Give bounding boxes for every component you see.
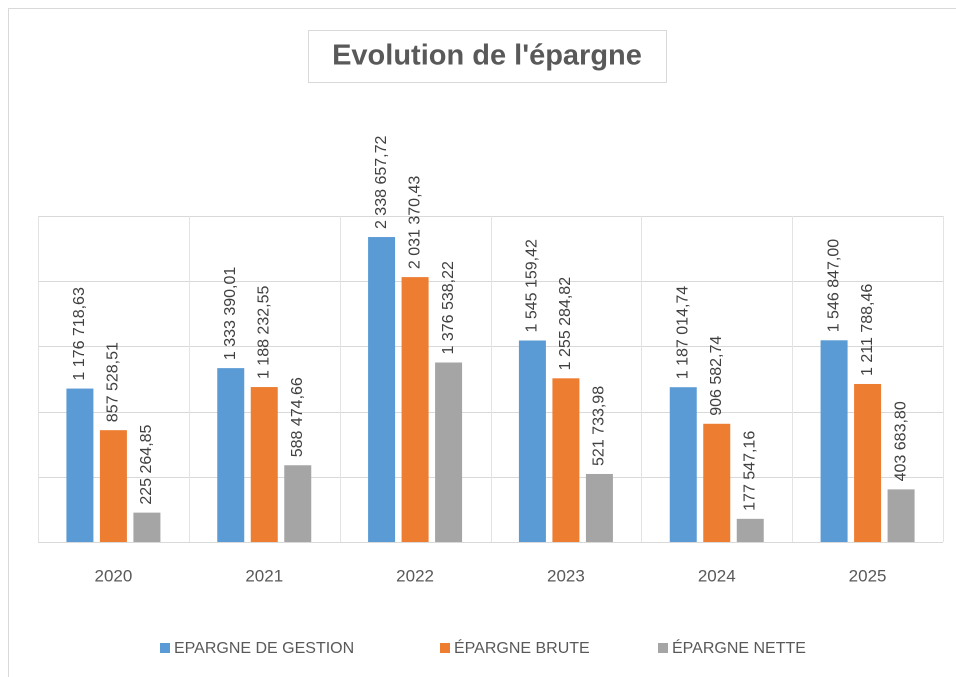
value-label: 1 176 718,63 <box>71 287 88 381</box>
x-tick-label: 2024 <box>698 566 736 585</box>
legend-label: EPARGNE DE GESTION <box>174 640 354 657</box>
legend-swatch <box>160 643 170 653</box>
value-label: 2 338 657,72 <box>373 136 390 230</box>
legend-label: ÉPARGNE BRUTE <box>454 638 590 657</box>
bar <box>820 340 848 542</box>
value-label: 1 188 232,55 <box>255 286 272 380</box>
bar <box>133 512 161 542</box>
x-tick-label: 2022 <box>396 566 434 585</box>
bar <box>887 489 915 542</box>
value-label: 1 546 847,00 <box>825 239 842 333</box>
bar <box>284 465 312 542</box>
legend-swatch <box>440 643 450 653</box>
x-tick-label: 2020 <box>95 566 133 585</box>
legend-label: ÉPARGNE NETTE <box>672 638 806 657</box>
value-label: 2 031 370,43 <box>406 176 423 270</box>
value-label: 1 333 390,01 <box>222 267 239 361</box>
value-label: 588 474,66 <box>289 377 306 457</box>
legend-swatch <box>658 643 668 653</box>
chart-title: Evolution de l'épargne <box>332 40 642 72</box>
bar <box>368 237 396 542</box>
x-tick-label: 2025 <box>849 566 887 585</box>
bar <box>250 387 278 542</box>
bar <box>854 383 882 542</box>
bar <box>669 387 697 542</box>
bar <box>401 277 429 542</box>
value-label: 1 255 284,82 <box>557 277 574 371</box>
bar <box>736 518 764 542</box>
bar <box>552 378 580 542</box>
value-label: 1 211 788,46 <box>859 284 876 376</box>
bar <box>518 340 546 542</box>
value-label: 1 545 159,42 <box>524 239 541 333</box>
bar <box>435 362 463 542</box>
value-label: 225 264,85 <box>138 424 155 504</box>
title-box <box>308 30 667 83</box>
value-label: 1 376 538,22 <box>440 261 457 355</box>
bar <box>66 388 94 542</box>
bar <box>99 430 127 542</box>
value-label: 857 528,51 <box>105 342 122 422</box>
value-label: 403 683,80 <box>892 401 909 481</box>
value-label: 521 733,98 <box>591 386 608 466</box>
bar <box>217 368 245 542</box>
chart-border <box>8 8 956 677</box>
value-label: 177 547,16 <box>741 431 758 511</box>
value-label: 1 187 014,74 <box>674 286 691 380</box>
value-label: 906 582,74 <box>708 336 725 416</box>
x-tick-label: 2023 <box>547 566 585 585</box>
x-tick-label: 2021 <box>245 566 283 585</box>
bar <box>585 473 613 542</box>
bar <box>703 423 731 542</box>
